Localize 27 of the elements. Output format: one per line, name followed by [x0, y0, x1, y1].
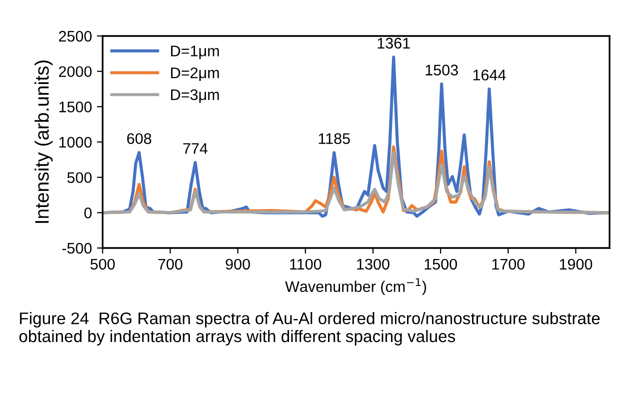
y-tick-label: 0 [84, 208, 92, 218]
annotation: 608 [127, 133, 152, 144]
x-tick-label: 1500 [424, 258, 457, 270]
y-tick-label: 1000 [59, 136, 92, 148]
annotation: 1503 [426, 64, 458, 76]
x-tick-label: 500 [90, 258, 115, 270]
y-tick-label: 2000 [59, 66, 92, 78]
legend-label: D=1μm [171, 46, 219, 60]
caption: Figure 24 R6G Raman spectra of Au-Al ordered micro/nanostructure substrate obtained by indentation arrays with different spacing values [19, 312, 600, 346]
x-tick-label: 900 [226, 258, 250, 270]
annotation: 1361 [378, 38, 410, 49]
annotation: 1185 [318, 133, 350, 144]
annotation: 1644 [473, 70, 506, 80]
x-tick-label: 1100 [290, 258, 322, 270]
x-tick-label: 1300 [357, 258, 390, 270]
y-tick-label: 2500 [59, 30, 92, 42]
y-tick-label: 500 [67, 172, 92, 184]
y-axis-title: Intensity (arb.units) [34, 60, 53, 223]
legend-label: D=2μm [171, 67, 219, 82]
x-tick-label: 700 [158, 258, 182, 270]
x-tick-label: 1900 [560, 258, 592, 270]
x-tick-label: 1700 [492, 258, 525, 270]
y-tick-label: 1500 [59, 102, 92, 112]
annotation: 774 [183, 143, 208, 154]
x-axis-title: Wavenumber (cm$^{−1}$) [285, 278, 426, 296]
legend-label: D=3μm [171, 89, 219, 103]
y-tick-label: -500 [62, 242, 92, 254]
